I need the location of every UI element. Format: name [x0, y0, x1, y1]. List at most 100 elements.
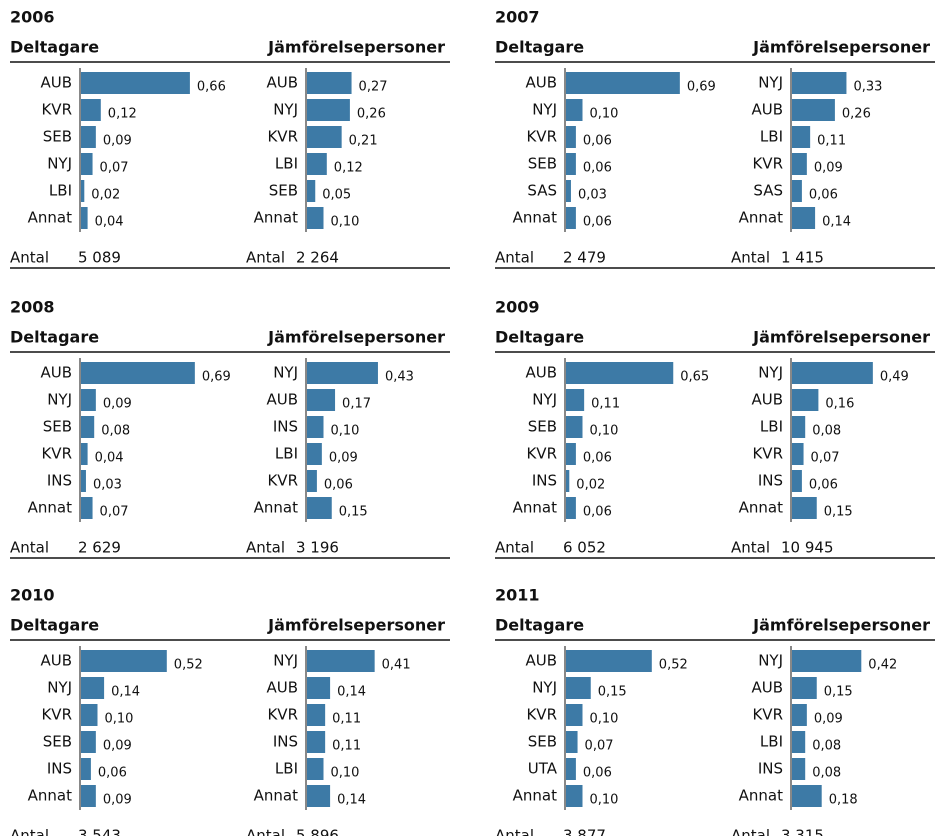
category-label: Annat — [513, 209, 557, 227]
bar — [792, 650, 862, 672]
bar — [307, 785, 331, 807]
bar — [307, 704, 326, 726]
category-label: UTA — [528, 760, 558, 778]
value-label: 0,52 — [174, 658, 203, 673]
bar — [566, 758, 576, 780]
category-label: KVR — [41, 706, 72, 724]
value-label: 0,14 — [822, 215, 851, 230]
category-label: KVR — [267, 472, 298, 490]
panel-title: 2011 — [495, 586, 540, 605]
count-value: 3 196 — [296, 539, 339, 557]
bar — [792, 785, 822, 807]
bar — [81, 389, 96, 411]
bar — [792, 416, 806, 438]
value-label: 0,07 — [585, 739, 614, 754]
value-label: 0,12 — [108, 107, 137, 122]
value-label: 0,69 — [202, 370, 231, 385]
bar — [307, 416, 324, 438]
value-label: 0,07 — [100, 505, 129, 520]
value-label: 0,14 — [337, 793, 366, 808]
category-label: AUB — [525, 652, 557, 670]
value-label: 0,09 — [814, 161, 843, 176]
category-label: INS — [47, 760, 72, 778]
value-label: 0,09 — [103, 397, 132, 412]
bar — [81, 497, 93, 519]
category-label: AUB — [40, 652, 72, 670]
category-label: Annat — [739, 209, 783, 227]
count-label: Antal — [731, 827, 770, 836]
bar — [307, 677, 331, 699]
count-label: Antal — [495, 827, 534, 836]
bar — [566, 785, 583, 807]
chart-title: Deltagare — [495, 616, 584, 635]
count-value: 10 945 — [781, 539, 834, 557]
value-label: 0,08 — [812, 766, 841, 781]
category-label: NYJ — [758, 652, 783, 670]
category-label: LBI — [49, 182, 72, 200]
category-label: LBI — [760, 418, 783, 436]
chart-title: Jämförelsepersoner — [267, 38, 445, 57]
chart-title: Deltagare — [495, 38, 584, 57]
bar — [307, 389, 336, 411]
category-label: KVR — [267, 128, 298, 146]
bar — [792, 180, 802, 202]
category-label: KVR — [752, 155, 783, 173]
category-label: SEB — [528, 418, 557, 436]
category-label: SEB — [43, 128, 72, 146]
category-label: INS — [273, 418, 298, 436]
category-label: NYJ — [47, 155, 72, 173]
category-label: KVR — [41, 445, 72, 463]
bar — [81, 180, 85, 202]
category-label: NYJ — [532, 391, 557, 409]
value-label: 0,14 — [111, 685, 140, 700]
value-label: 0,16 — [825, 397, 854, 412]
value-label: 0,06 — [809, 188, 838, 203]
category-label: INS — [758, 760, 783, 778]
value-label: 0,12 — [334, 161, 363, 176]
bar — [792, 99, 835, 121]
count-value: 3 543 — [78, 827, 121, 836]
value-label: 0,15 — [824, 685, 853, 700]
bar — [566, 126, 576, 148]
bar — [307, 180, 316, 202]
count-value: 2 264 — [296, 249, 339, 267]
count-label: Antal — [246, 539, 285, 557]
count-value: 3 315 — [781, 827, 824, 836]
value-label: 0,08 — [812, 424, 841, 439]
value-label: 0,06 — [583, 161, 612, 176]
category-label: KVR — [752, 706, 783, 724]
bar — [307, 470, 317, 492]
value-label: 0,03 — [578, 188, 607, 203]
value-label: 0,02 — [91, 188, 120, 203]
bar — [566, 470, 570, 492]
value-label: 0,11 — [332, 712, 361, 727]
chart-title: Deltagare — [495, 328, 584, 347]
category-label: AUB — [525, 364, 557, 382]
category-label: SAS — [527, 182, 557, 200]
count-label: Antal — [495, 539, 534, 557]
bar — [566, 362, 674, 384]
value-label: 0,11 — [817, 134, 846, 149]
value-label: 0,10 — [590, 424, 619, 439]
bar — [792, 470, 802, 492]
value-label: 0,42 — [868, 658, 897, 673]
category-label: AUB — [751, 391, 783, 409]
bar — [307, 758, 324, 780]
bar — [81, 416, 95, 438]
value-label: 0,17 — [342, 397, 371, 412]
bar — [81, 731, 96, 753]
bar — [307, 207, 324, 229]
category-label: AUB — [40, 74, 72, 92]
value-label: 0,43 — [385, 370, 414, 385]
category-label: SAS — [753, 182, 783, 200]
bar — [566, 704, 583, 726]
bar — [81, 677, 105, 699]
bar — [81, 72, 190, 94]
bar — [81, 758, 91, 780]
bar — [307, 497, 332, 519]
bar — [81, 443, 88, 465]
value-label: 0,09 — [103, 134, 132, 149]
value-label: 0,15 — [598, 685, 627, 700]
category-label: AUB — [751, 679, 783, 697]
